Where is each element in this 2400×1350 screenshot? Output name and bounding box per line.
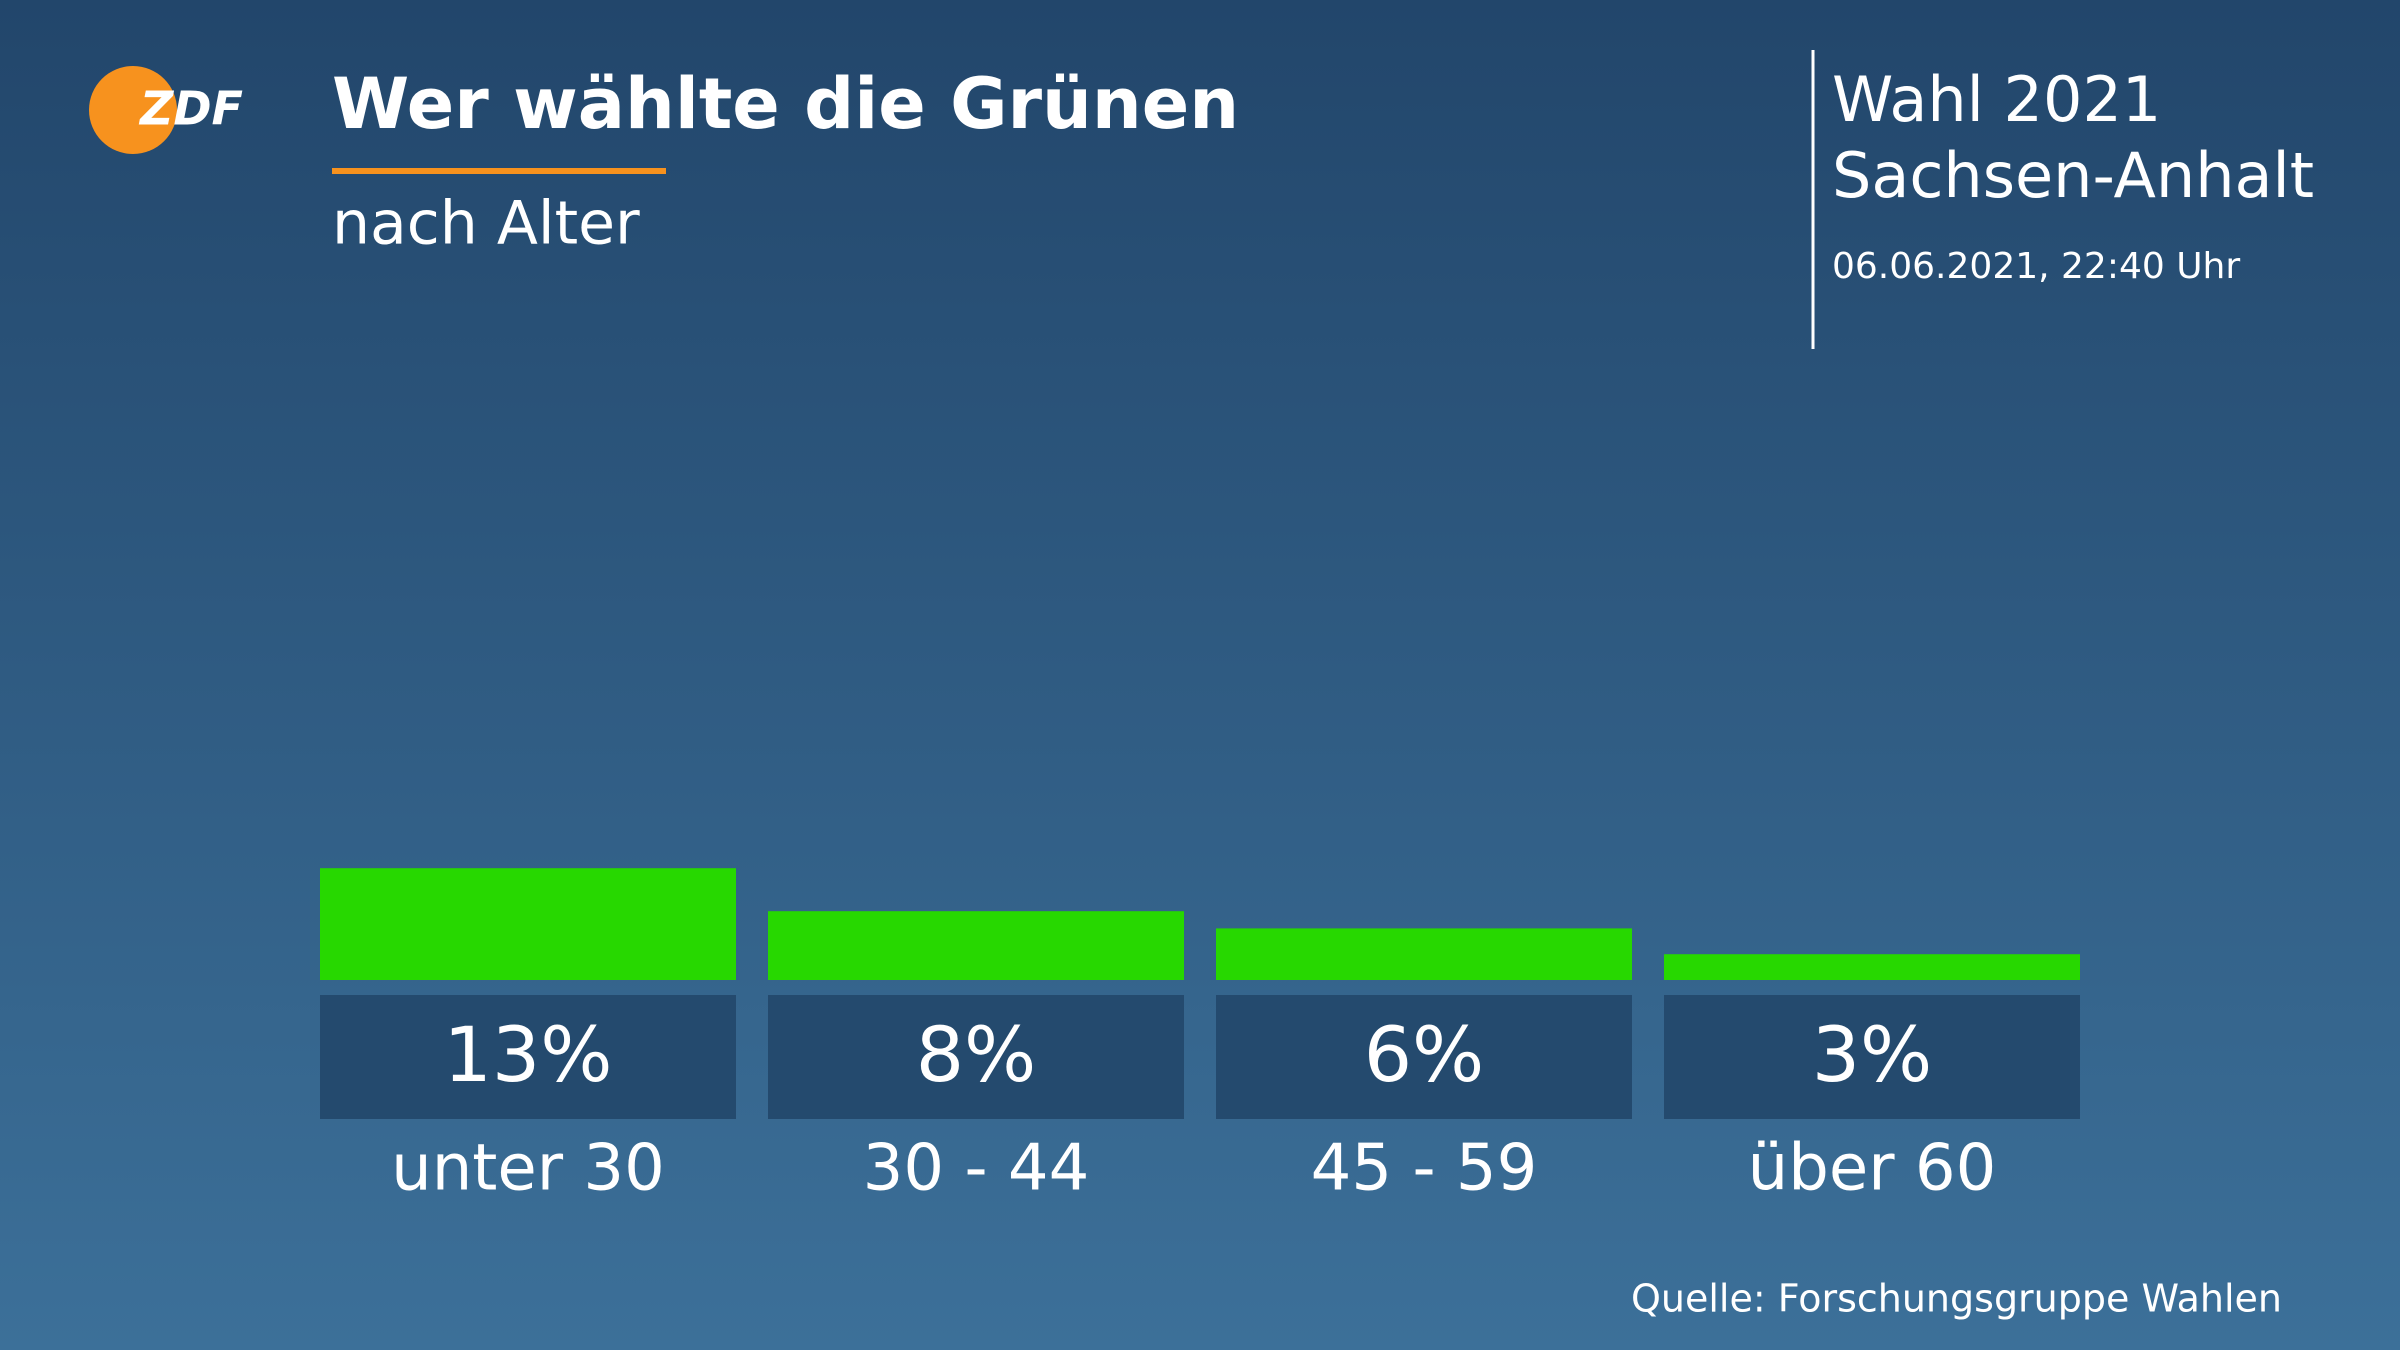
value-box <box>1216 995 1632 1119</box>
timestamp: 06.06.2021, 22:40 Uhr <box>1832 246 2240 287</box>
value-box <box>1664 995 2080 1119</box>
bar <box>1216 928 1632 980</box>
category-label: 45 - 59 <box>1311 1132 1538 1206</box>
logo: ZDF <box>138 82 243 136</box>
bar <box>1664 954 2080 980</box>
source: Quelle: Forschungsgruppe Wahlen <box>1631 1277 2282 1321</box>
value-box <box>320 995 736 1119</box>
value-label: 13% <box>444 1010 613 1099</box>
election: Wahl 2021 <box>1832 63 2161 136</box>
value-label: 3% <box>1812 1010 1933 1099</box>
title-underline <box>332 168 666 174</box>
value-label: 6% <box>1364 1010 1485 1099</box>
category-label: unter 30 <box>391 1132 665 1206</box>
chart-subtitle: nach Alter <box>332 189 640 259</box>
category-label: 30 - 44 <box>863 1132 1090 1206</box>
region: Sachsen-Anhalt <box>1832 139 2314 212</box>
bar <box>768 911 1184 980</box>
chart-title: Wer wählte die Grünen <box>332 63 1239 145</box>
value-box <box>768 995 1184 1119</box>
logo-circle <box>89 66 177 154</box>
value-label: 8% <box>916 1010 1037 1099</box>
category-label: über 60 <box>1748 1132 1997 1206</box>
bar <box>320 868 736 980</box>
